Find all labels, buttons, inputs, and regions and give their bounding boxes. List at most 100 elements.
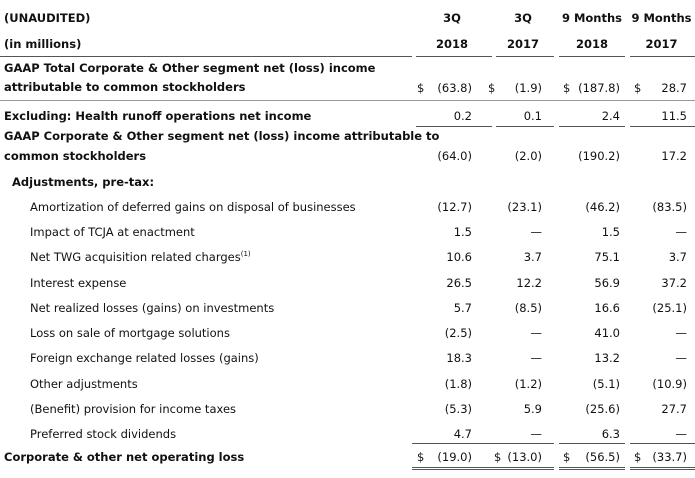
row-value: (83.5) <box>652 200 687 214</box>
row-value: (64.0) <box>437 149 472 163</box>
row-value: 11.5 <box>661 109 687 123</box>
row-value: 5.9 <box>523 402 542 416</box>
total-value: (19.0) <box>437 450 472 464</box>
double-underline <box>412 467 492 470</box>
row-value: (25.6) <box>585 402 620 416</box>
col-header-9m-2017-line1: 9 Months <box>631 11 692 25</box>
row-value: (2.5) <box>444 326 472 340</box>
row-divider <box>559 126 625 127</box>
row-value: (1.8) <box>444 377 472 391</box>
row-divider <box>416 126 492 127</box>
in-millions-label: (in millions) <box>4 37 82 51</box>
row-value: (1.2) <box>514 377 542 391</box>
row-label: Loss on sale of mortgage solutions <box>30 326 230 340</box>
row-value: 1.5 <box>453 225 472 239</box>
row-value: 75.1 <box>594 250 620 264</box>
row-value: (5.3) <box>444 402 472 416</box>
row-value: 37.2 <box>661 276 687 290</box>
header-divider <box>630 56 695 57</box>
row-value: 10.6 <box>446 250 472 264</box>
row-value: (5.1) <box>592 377 620 391</box>
row-label: Amortization of deferred gains on dispos… <box>30 200 356 214</box>
row-value: — <box>530 326 543 340</box>
row-divider <box>630 126 695 127</box>
row-value: 0.1 <box>523 109 542 123</box>
row-value: 18.3 <box>446 351 472 365</box>
adjustments-heading: Adjustments, pre-tax: <box>12 175 155 189</box>
row-value: (23.1) <box>507 200 542 214</box>
currency-symbol: $ <box>634 81 642 95</box>
row-value: (63.8) <box>437 81 472 95</box>
unaudited-label: (UNAUDITED) <box>4 11 91 25</box>
row-divider <box>492 443 554 444</box>
row-value: 3.7 <box>668 250 687 264</box>
row-label: Other adjustments <box>30 377 138 391</box>
row-value: 16.6 <box>594 301 620 315</box>
row-value: 26.5 <box>446 276 472 290</box>
row-value: (12.7) <box>437 200 472 214</box>
row-divider <box>630 443 695 444</box>
col-header-3q-2018-line2: 2018 <box>435 37 468 51</box>
row-label: Net realized losses (gains) on investmen… <box>30 301 275 315</box>
header-divider <box>496 56 554 57</box>
row-value: 4.7 <box>453 427 472 441</box>
row-label: Foreign exchange related losses (gains) <box>30 351 259 365</box>
col-header-3q-2018-line1: 3Q <box>443 11 461 25</box>
total-value: (13.0) <box>507 450 542 464</box>
row-divider <box>496 126 554 127</box>
row-value: 13.2 <box>594 351 620 365</box>
currency-symbol: $ <box>417 81 425 95</box>
row-value: — <box>675 427 688 441</box>
row-divider <box>559 443 625 444</box>
row-value: 0.2 <box>453 109 472 123</box>
row-label: Excluding: Health runoff operations net … <box>4 109 312 123</box>
double-underline <box>492 467 554 470</box>
row-value: 3.7 <box>523 250 542 264</box>
row-label: GAAP Total Corporate & Other segment net… <box>4 61 376 75</box>
currency-symbol: $ <box>563 450 571 464</box>
total-value: (56.5) <box>585 450 620 464</box>
currency-symbol: $ <box>563 81 571 95</box>
row-value: (46.2) <box>585 200 620 214</box>
row-label: Interest expense <box>30 276 127 290</box>
col-header-9m-2018-line2: 2018 <box>575 37 608 51</box>
row-value: 2.4 <box>601 109 620 123</box>
currency-symbol: $ <box>488 81 496 95</box>
total-label: Corporate & other net operating loss <box>4 450 245 464</box>
col-header-9m-2018-line1: 9 Months <box>561 11 623 25</box>
row-label: GAAP Corporate & Other segment net (loss… <box>4 129 440 143</box>
header-divider <box>416 56 492 57</box>
currency-symbol: $ <box>417 450 425 464</box>
row-value: (10.9) <box>652 377 687 391</box>
header-divider <box>559 56 625 57</box>
double-underline <box>630 467 695 470</box>
row-label: Net TWG acquisition related charges(1) <box>30 250 251 264</box>
row-value: — <box>530 427 543 441</box>
row-value: 56.9 <box>594 276 620 290</box>
row-value: — <box>530 225 543 239</box>
row-divider <box>0 100 695 101</box>
col-header-3q-2017-line1: 3Q <box>514 11 532 25</box>
row-value: 1.5 <box>601 225 620 239</box>
row-value: (8.5) <box>514 301 542 315</box>
row-value: — <box>675 326 688 340</box>
row-value: — <box>675 351 688 365</box>
currency-symbol: $ <box>494 450 502 464</box>
row-value: (2.0) <box>514 149 542 163</box>
double-underline <box>559 467 625 470</box>
footnote-marker: (1) <box>240 250 251 258</box>
total-value: (33.7) <box>652 450 687 464</box>
row-value: (190.2) <box>578 149 620 163</box>
col-header-9m-2017-line2: 2017 <box>645 37 678 51</box>
row-value: 12.2 <box>516 276 542 290</box>
row-value: — <box>675 225 688 239</box>
row-value: 6.3 <box>601 427 620 441</box>
row-label: Impact of TCJA at enactment <box>30 225 195 239</box>
row-value: (187.8) <box>578 81 620 95</box>
header-divider <box>0 56 412 57</box>
row-label: (Benefit) provision for income taxes <box>30 402 237 416</box>
row-value: — <box>530 351 543 365</box>
row-divider <box>412 443 492 444</box>
row-value: (25.1) <box>652 301 687 315</box>
row-value: 5.7 <box>453 301 472 315</box>
